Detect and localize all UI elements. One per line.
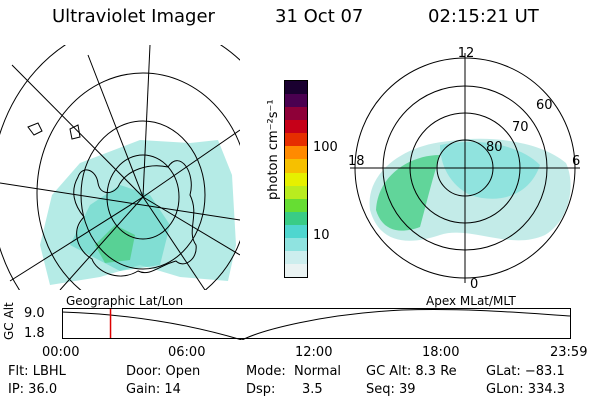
colorbar-stop: [285, 172, 307, 186]
timeline-xtick-3: 18:00: [422, 345, 460, 360]
right-panel-label: Apex MLat/MLT: [426, 294, 516, 308]
timeline-ytick-high: 9.0: [24, 306, 45, 321]
seq-status: Seq: 39: [366, 382, 416, 397]
geographic-map: [0, 45, 240, 290]
filter-status: Flt: LBHL: [8, 364, 66, 379]
mlt-label-6: 6: [572, 154, 580, 169]
colorbar-stop: [285, 146, 307, 160]
app-title: Ultraviolet Imager: [52, 6, 215, 27]
colorbar-stop: [285, 250, 307, 264]
colorbar-stop: [285, 237, 307, 251]
lat-label-60: 60: [536, 98, 553, 113]
orbit-timeline-plot: [62, 308, 571, 340]
glon-status: GLon: 334.3: [486, 382, 566, 397]
colorbar-stop: [285, 263, 307, 277]
gain-status: Gain: 14: [126, 382, 181, 397]
ip-status: IP: 36.0: [8, 382, 58, 397]
gc-alt-status: GC Alt: 8.3 Re: [366, 364, 457, 379]
dsp-label: Dsp:: [246, 382, 276, 397]
lat-label-70: 70: [512, 120, 529, 135]
colorbar-stop: [285, 211, 307, 225]
colorbar-tick-100: 100: [313, 140, 338, 155]
dsp-value: 3.5: [302, 382, 323, 397]
left-panel-label: Geographic Lat/Lon: [66, 294, 184, 308]
timeline-xtick-2: 12:00: [295, 345, 333, 360]
header-time: 02:15:21 UT: [428, 6, 539, 27]
mlt-label-12: 12: [458, 46, 475, 61]
mlt-label-0: 0: [470, 277, 478, 290]
glat-status: GLat: −83.1: [486, 364, 565, 379]
colorbar-stop: [285, 159, 307, 173]
header-date: 31 Oct 07: [275, 6, 364, 27]
colorbar-stop: [285, 185, 307, 199]
mode-label: Mode:: [246, 364, 286, 379]
timeline-ytick-low: 1.8: [24, 326, 45, 341]
colorbar-stop: [285, 133, 307, 147]
timeline-axis-label: GC Alt: [2, 302, 16, 340]
mode-value: Normal: [294, 364, 342, 379]
colorbar-tick-10: 10: [313, 228, 330, 243]
colorbar-stop: [285, 94, 307, 108]
colorbar-stop: [285, 107, 307, 121]
colorbar-stop: [285, 120, 307, 134]
lat-label-80: 80: [486, 140, 503, 155]
mlt-label-18: 18: [348, 154, 365, 169]
colorbar-stop: [285, 224, 307, 238]
orbit-altitude-curve: [62, 308, 571, 340]
right-aurora-region: [369, 138, 571, 241]
colorbar: [284, 80, 308, 278]
polar-mlat-mlt-plot: 12 18 6 0 60 70 80: [348, 46, 580, 290]
colorbar-unit-label: photon cm⁻²s⁻¹: [266, 99, 281, 200]
timeline-xtick-4: 23:59: [550, 345, 588, 360]
timeline-xtick-1: 06:00: [168, 345, 206, 360]
colorbar-stop: [285, 198, 307, 212]
colorbar-stop: [285, 81, 307, 95]
door-status: Door: Open: [126, 364, 201, 379]
timeline-xtick-0: 00:00: [42, 345, 80, 360]
